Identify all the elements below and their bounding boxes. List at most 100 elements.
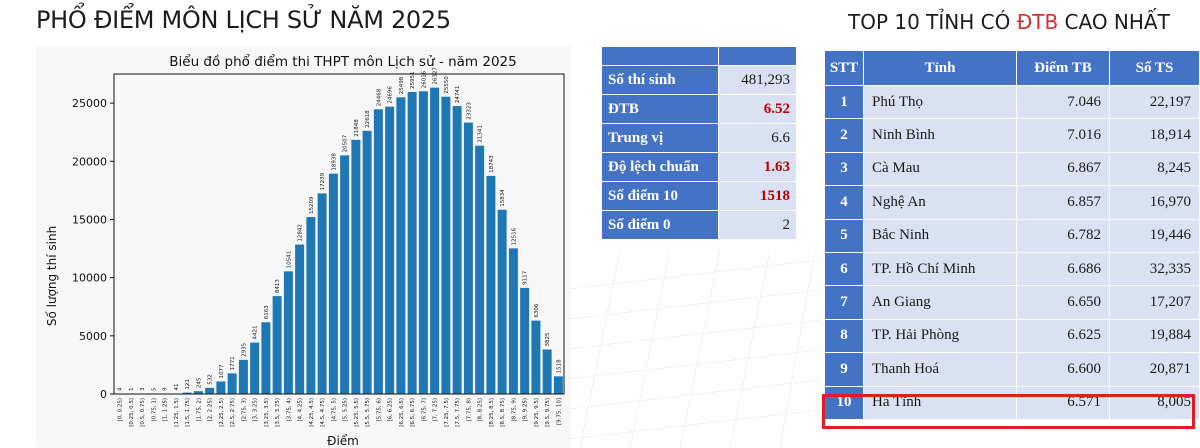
bar-value-label: 26327 — [433, 67, 439, 85]
histogram-bar — [441, 96, 451, 394]
table-row: 9 Thanh Hoá 6.600 20,871 — [824, 352, 1200, 387]
x-tick-label: [9, 9.25) — [523, 398, 529, 422]
top10-title-prefix: TOP 10 TỈNH CÓ — [848, 10, 1017, 34]
province-cell: Ninh Bình — [863, 118, 1017, 153]
bar-value-label: 121 — [185, 379, 191, 390]
histogram-bar — [328, 173, 338, 394]
chart-x-axis-label: Điểm — [327, 434, 359, 448]
x-tick-label: [7.5, 7.75) — [455, 398, 461, 427]
histogram-bar — [396, 97, 406, 395]
stat-value: 6.6 — [718, 123, 797, 153]
rank-cell: 9 — [824, 352, 864, 387]
table-row-highlighted: 10 Hà Tĩnh 6.571 8,005 — [824, 385, 1200, 420]
histogram-bar — [216, 381, 226, 394]
top10-provinces-table: STT Tỉnh Điểm TB Số TS 1 Phú Thọ 7.046 22,1… — [824, 50, 1200, 420]
rank-cell: 2 — [824, 118, 864, 153]
bar-value-label: 4 — [118, 387, 124, 391]
stat-value: 1.63 — [718, 152, 797, 182]
candidate-count-cell: 19,446 — [1109, 218, 1200, 253]
stats-row: Trung vị 6.6 — [601, 123, 797, 153]
avg-score-cell: 6.625 — [1016, 318, 1110, 354]
y-tick-label: 20000 — [72, 155, 107, 168]
bar-value-label: 26016 — [421, 70, 427, 88]
histogram-bar — [317, 193, 327, 394]
bar-value-label: 1518 — [556, 359, 562, 373]
stat-label: ĐTB — [601, 94, 719, 124]
table-row: 4 Nghệ An 6.857 16,970 — [824, 185, 1200, 220]
histogram-panel: Biểu đồ phổ điểm thi THPT môn Lịch sử - … — [36, 46, 571, 448]
histogram-bar — [385, 106, 395, 394]
bar-value-label: 24468 — [376, 88, 382, 106]
histogram-bar — [272, 296, 282, 394]
candidate-count-cell: 16,970 — [1109, 185, 1200, 220]
bar-value-label: 25951 — [410, 72, 416, 90]
bar-value-label: 24741 — [455, 86, 461, 104]
bar-value-label: 1 — [129, 387, 135, 391]
bar-value-label: 9 — [163, 387, 169, 391]
bar-value-label: 532 — [208, 374, 214, 385]
y-tick-label: 0 — [100, 388, 107, 401]
x-tick-label: [6.25, 6.5) — [399, 398, 405, 427]
column-header-avg-score: Điểm TB — [1016, 50, 1110, 86]
x-tick-label: [9.75, 10] — [556, 398, 562, 425]
x-tick-label: [0.75, 1) — [151, 398, 157, 422]
histogram-bar — [227, 373, 237, 394]
province-cell: TP. Hồ Chí Minh — [863, 251, 1017, 287]
bar-value-label: 23323 — [466, 102, 472, 120]
x-tick-label: [7.25, 7.5) — [444, 398, 450, 427]
histogram-bar — [418, 91, 428, 394]
rank-cell: 4 — [824, 185, 864, 220]
histogram-bar — [542, 349, 552, 394]
bar-value-label: 21341 — [478, 125, 484, 143]
bar-value-label: 5 — [151, 387, 157, 391]
x-tick-label: [1.25, 1.5) — [174, 398, 180, 427]
stats-row: ĐTB 6.52 — [601, 94, 797, 124]
avg-score-cell: 6.650 — [1016, 285, 1110, 320]
bar-value-label: 8413 — [275, 279, 281, 293]
x-tick-label: [3.5, 3.75) — [275, 398, 281, 427]
stat-label: Số thí sinh — [601, 65, 719, 95]
stats-row: Số thí sinh 481,293 — [601, 65, 797, 95]
bar-value-label: 12842 — [298, 224, 304, 242]
x-tick-label: [4.75, 5) — [331, 398, 337, 422]
province-cell: Nghệ An — [863, 185, 1017, 220]
histogram-bar — [452, 106, 462, 394]
avg-score-cell: 7.016 — [1016, 118, 1110, 153]
histogram-bar — [261, 322, 271, 394]
x-tick-label: [8.5, 8.75) — [500, 398, 506, 427]
histogram-bar — [407, 92, 417, 394]
table-row: 7 An Giang 6.650 17,207 — [824, 285, 1200, 320]
plot-area-frame — [113, 73, 565, 395]
stats-header-cell — [601, 46, 719, 66]
column-header-province: Tỉnh — [863, 50, 1017, 86]
stat-label: Độ lệch chuẩn — [601, 152, 719, 182]
x-tick-label: [1, 1.25) — [163, 398, 169, 422]
x-tick-label: [4.25, 4.5) — [309, 398, 315, 427]
candidate-count-cell: 8,245 — [1109, 151, 1200, 187]
x-tick-label: [2.75, 3) — [241, 398, 247, 422]
bar-value-label: 3825 — [545, 332, 551, 346]
column-header-candidates: Số TS — [1109, 50, 1200, 86]
bar-value-label: 24696 — [388, 86, 394, 104]
histogram-bar — [508, 248, 518, 394]
x-tick-label: [0.5, 0.75) — [140, 398, 146, 427]
histogram-bar — [238, 359, 248, 394]
bar-value-label: 21848 — [354, 119, 360, 137]
rank-cell: 6 — [824, 251, 864, 287]
x-tick-label: [5.75, 6) — [376, 398, 382, 422]
histogram-bar — [250, 342, 260, 394]
histogram-bar — [553, 376, 563, 394]
x-tick-label: [5.25, 5.5) — [354, 398, 360, 427]
histogram-bar — [430, 87, 440, 395]
rank-cell: 1 — [824, 84, 864, 120]
bar-value-label: 245 — [196, 377, 202, 388]
histogram-bar — [283, 271, 293, 394]
bar-value-label: 17239 — [320, 172, 326, 190]
table-row: 3 Cà Mau 6.867 8,245 — [824, 151, 1200, 187]
candidate-count-cell: 20,871 — [1109, 352, 1200, 387]
candidate-count-cell: 32,335 — [1109, 251, 1200, 287]
histogram-bar — [531, 320, 541, 394]
x-tick-label: [6, 6.25) — [388, 398, 394, 422]
top10-title-accent: ĐTB — [1016, 10, 1059, 34]
avg-score-cell: 6.782 — [1016, 218, 1110, 253]
